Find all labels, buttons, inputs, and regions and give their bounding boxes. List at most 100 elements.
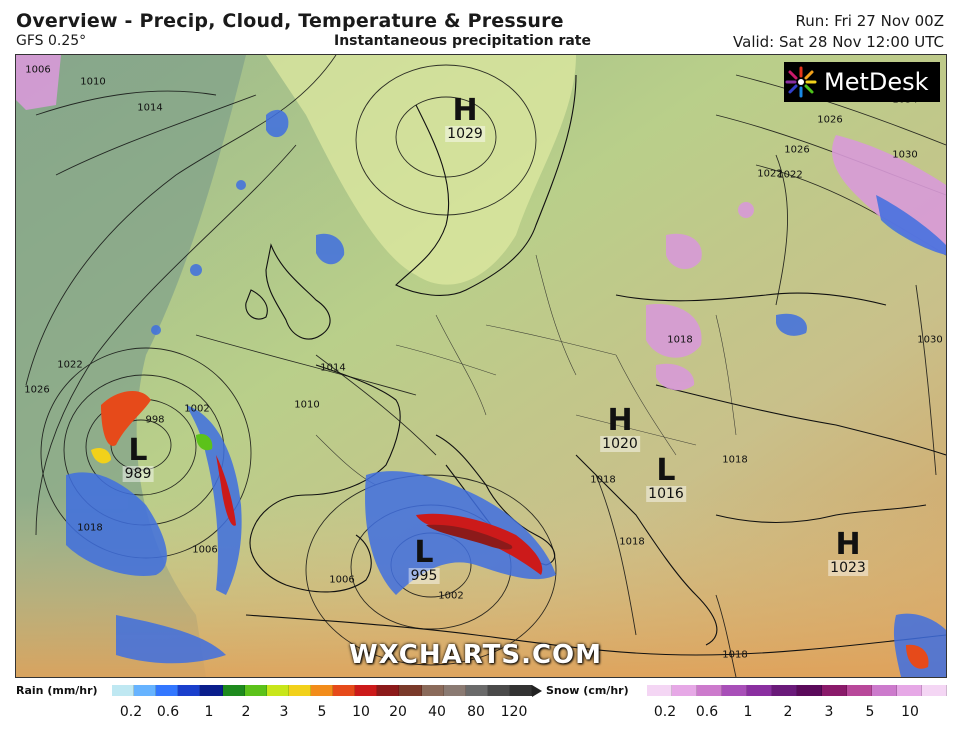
rain-legend-swatch <box>200 685 223 696</box>
rain-legend-tick: 0.6 <box>156 704 180 720</box>
low-pressure-center: L 995 <box>408 535 440 584</box>
model-label: GFS 0.25° <box>16 33 87 49</box>
snow-legend-swatch <box>847 685 872 696</box>
isobar-label: 1018 <box>590 474 616 486</box>
snow-legend-swatch <box>722 685 747 696</box>
rain-legend-swatch <box>399 685 422 696</box>
isobar-label: 1002 <box>184 403 210 415</box>
isobar-label: 1014 <box>320 362 346 374</box>
coastlines <box>245 74 946 656</box>
rain-legend-swatch <box>156 685 179 696</box>
snow-legend-swatch <box>772 685 797 696</box>
isobar-label: 1022 <box>757 168 783 180</box>
snow-legend-tick: 0.6 <box>695 704 719 720</box>
snow-legend-tick: 1 <box>743 704 753 720</box>
snow-legend-swatch <box>672 685 697 696</box>
rain-legend-swatch <box>266 685 289 696</box>
isobar-label: 1030 <box>917 334 943 346</box>
low-pressure-center: L 1016 <box>646 456 686 502</box>
rain-legend-swatch <box>443 685 466 696</box>
pressure-symbol: H <box>607 403 633 438</box>
snow-legend-title: Snow (cm/hr) <box>546 684 629 697</box>
rain-legend-tick: 0.2 <box>119 704 143 720</box>
rain-legend-swatch <box>377 685 400 696</box>
high-pressure-center: H 1029 <box>445 96 485 142</box>
isobar-label: 1018 <box>77 522 103 534</box>
pressure-value: 995 <box>408 568 440 584</box>
snow-legend-swatch <box>822 685 847 696</box>
rain-legend-swatch <box>487 685 510 696</box>
snow-legend-bar <box>647 685 947 696</box>
snow-legend-swatch <box>797 685 822 696</box>
rain-legend-swatch <box>134 685 157 696</box>
chart-title: Overview - Precip, Cloud, Temperature & … <box>16 10 564 32</box>
pressure-value: 1020 <box>600 436 640 452</box>
rain-legend-tick: 10 <box>352 704 370 720</box>
pressure-symbol: H <box>452 93 478 128</box>
pressure-value: 989 <box>122 466 154 482</box>
scandinavia-region <box>266 55 576 285</box>
snow-legend-swatch <box>872 685 897 696</box>
rain-legend-tick: 40 <box>428 704 446 720</box>
high-pressure-center: H 1020 <box>600 406 640 452</box>
rain-legend-swatch <box>509 685 533 696</box>
rain-legend-tick: 1 <box>204 704 214 720</box>
chart-subtitle: Instantaneous precipitation rate <box>334 33 591 49</box>
rain-legend-tick: 120 <box>500 704 528 720</box>
pressure-value: 1023 <box>828 560 868 576</box>
metdesk-logo: MetDesk <box>784 62 940 102</box>
snow-legend-tick: 10 <box>901 704 919 720</box>
rain-legend-swatch <box>222 685 245 696</box>
snow-legend-tick: 5 <box>865 704 875 720</box>
rain-legend-tick: 5 <box>317 704 327 720</box>
pressure-symbol: H <box>835 527 861 562</box>
rain-legend-swatch <box>355 685 378 696</box>
low-pressure-center: L 989 <box>122 433 154 482</box>
isobar-label: 1022 <box>57 359 83 371</box>
snow-legend-tick: 2 <box>783 704 793 720</box>
snow-legend-swatch <box>747 685 772 696</box>
pressure-symbol: L <box>656 453 676 488</box>
rain-legend-tick: 3 <box>279 704 289 720</box>
isobar-label: 1006 <box>329 574 355 586</box>
isobar-label: 1018 <box>722 454 748 466</box>
valid-time: Valid: Sat 28 Nov 12:00 UTC <box>733 33 944 51</box>
isobar-label: 1010 <box>80 76 106 88</box>
pressure-value: 1016 <box>646 486 686 502</box>
isobar-label: 1026 <box>817 114 843 126</box>
isobar-label: 1022 <box>777 169 803 181</box>
snow-legend-swatch <box>647 685 672 696</box>
isobar-label: 1018 <box>667 334 693 346</box>
metdesk-logo-text: MetDesk <box>824 68 929 96</box>
map-canvas <box>16 55 946 677</box>
snow-legend-swatch <box>922 685 947 696</box>
pressure-value: 1029 <box>445 126 485 142</box>
rain-legend-swatch <box>112 685 135 696</box>
snow-legend-tick: 0.2 <box>653 704 677 720</box>
isobar-label: 1002 <box>438 590 464 602</box>
pressure-symbol: L <box>128 433 148 468</box>
isobar-label: 1018 <box>619 536 645 548</box>
isobar-label: 1006 <box>192 544 218 556</box>
rain-legend-arrow <box>532 685 542 697</box>
pressure-symbol: L <box>414 535 434 570</box>
rain-legend-swatch <box>288 685 311 696</box>
rain-legend-swatch <box>310 685 334 696</box>
heavy-rain-areas <box>91 390 929 669</box>
rain-legend-title: Rain (mm/hr) <box>16 684 98 697</box>
isobar-label: 998 <box>145 414 165 426</box>
watermark: WXCHARTS.COM <box>349 640 603 670</box>
rain-legend-tick: 80 <box>467 704 485 720</box>
rain-legend-bar <box>112 685 533 696</box>
isobar-label: 1014 <box>137 102 163 114</box>
isobar-label: 1010 <box>294 399 320 411</box>
isobar-label: 1006 <box>25 64 51 76</box>
isobar-label: 1018 <box>722 649 748 661</box>
metdesk-star-icon <box>785 66 817 98</box>
rain-legend-swatch <box>244 685 267 696</box>
isobar-label: 1026 <box>784 144 810 156</box>
rain-legend-swatch <box>178 685 201 696</box>
country-borders <box>315 254 737 486</box>
rain-legend-tick: 2 <box>241 704 251 720</box>
isobar-label: 1030 <box>892 149 918 161</box>
